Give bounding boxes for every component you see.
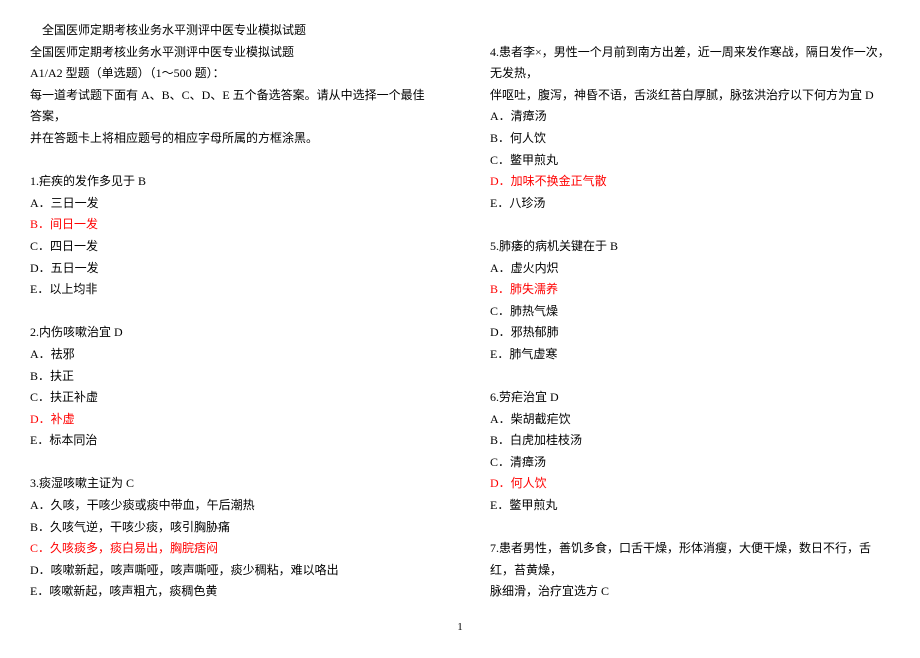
option: C．肺热气燥 bbox=[490, 301, 890, 323]
option: A．柴胡截疟饮 bbox=[490, 409, 890, 431]
option: A．三日一发 bbox=[30, 193, 430, 215]
blank-line bbox=[30, 301, 430, 323]
blank-line bbox=[490, 366, 890, 388]
option-correct: D．何人饮 bbox=[490, 473, 890, 495]
option: C．鳖甲煎丸 bbox=[490, 150, 890, 172]
blank-line bbox=[30, 150, 430, 172]
instruction: 并在答题卡上将相应题号的相应字母所属的方框涂黑。 bbox=[30, 128, 430, 150]
option-correct: C．久咳痰多，痰白易出，胸脘痞闷 bbox=[30, 538, 430, 560]
question-stem: 7.患者男性，善饥多食，口舌干燥，形体消瘦，大便干燥，数日不行，舌红，苔黄燥， bbox=[490, 538, 890, 581]
option: D．咳嗽新起，咳声嘶哑，咳声嘶哑，痰少稠粘，难以咯出 bbox=[30, 560, 430, 582]
question-stem: 伴呕吐，腹泻，神昏不语，舌淡红苔白厚腻，脉弦洪治疗以下何方为宜 D bbox=[490, 85, 890, 107]
option: C．清瘴汤 bbox=[490, 452, 890, 474]
question-stem: 4.患者李×，男性一个月前到南方出差，近一周来发作寒战，隔日发作一次，无发热， bbox=[490, 42, 890, 85]
instruction: 每一道考试题下面有 A、B、C、D、E 五个备选答案。请从中选择一个最佳答案， bbox=[30, 85, 430, 128]
question-stem: 5.肺痿的病机关键在于 B bbox=[490, 236, 890, 258]
option: E．肺气虚寒 bbox=[490, 344, 890, 366]
option: A．久咳，干咳少痰或痰中带血，午后潮热 bbox=[30, 495, 430, 517]
option: E．鳖甲煎丸 bbox=[490, 495, 890, 517]
doc-subtitle: 全国医师定期考核业务水平测评中医专业模拟试题 bbox=[30, 42, 430, 64]
option-correct: D．加味不换金正气散 bbox=[490, 171, 890, 193]
option: B．扶正 bbox=[30, 366, 430, 388]
doc-title: 全国医师定期考核业务水平测评中医专业模拟试题 bbox=[30, 20, 430, 42]
option: D．五日一发 bbox=[30, 258, 430, 280]
option: C．四日一发 bbox=[30, 236, 430, 258]
option: E．八珍汤 bbox=[490, 193, 890, 215]
blank-line bbox=[490, 20, 890, 42]
page-number: 1 bbox=[30, 618, 890, 638]
option: D．邪热郁肺 bbox=[490, 322, 890, 344]
question-stem: 6.劳疟治宜 D bbox=[490, 387, 890, 409]
question-stem: 3.痰湿咳嗽主证为 C bbox=[30, 473, 430, 495]
question-stem: 脉细滑，治疗宜选方 C bbox=[490, 581, 890, 603]
option: C．扶正补虚 bbox=[30, 387, 430, 409]
option: B．何人饮 bbox=[490, 128, 890, 150]
blank-line bbox=[30, 452, 430, 474]
option: A．虚火内炽 bbox=[490, 258, 890, 280]
question-stem: 1.疟疾的发作多见于 B bbox=[30, 171, 430, 193]
option: B．久咳气逆，干咳少痰，咳引胸胁痛 bbox=[30, 517, 430, 539]
blank-line bbox=[490, 517, 890, 539]
section-label: A1/A2 型题（单选题）（1～500 题）： bbox=[30, 63, 430, 85]
option-correct: B．间日一发 bbox=[30, 214, 430, 236]
option: A．清瘴汤 bbox=[490, 106, 890, 128]
option: E．以上均非 bbox=[30, 279, 430, 301]
option-correct: B．肺失濡养 bbox=[490, 279, 890, 301]
question-stem: 2.内伤咳嗽治宜 D bbox=[30, 322, 430, 344]
option: E．标本同治 bbox=[30, 430, 430, 452]
blank-line bbox=[490, 214, 890, 236]
option: E．咳嗽新起，咳声粗亢，痰稠色黄 bbox=[30, 581, 430, 603]
option: A．祛邪 bbox=[30, 344, 430, 366]
option-correct: D．补虚 bbox=[30, 409, 430, 431]
option: B．白虎加桂枝汤 bbox=[490, 430, 890, 452]
